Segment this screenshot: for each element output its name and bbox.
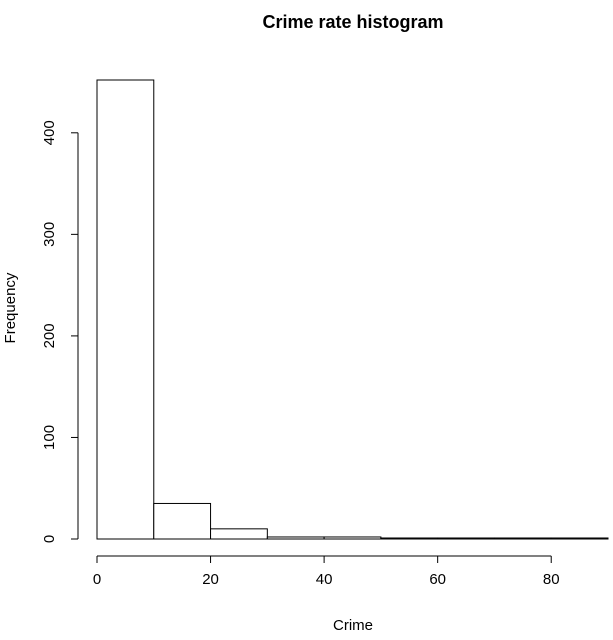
chart-title: Crime rate histogram <box>262 12 443 32</box>
x-axis: 0 20 40 60 80 <box>93 555 560 588</box>
y-axis: 0 100 200 300 400 <box>41 120 79 543</box>
histogram-bar-0 <box>96 79 155 540</box>
y-tick-label-300: 300 <box>41 222 58 247</box>
histogram-bar-2 <box>210 528 268 540</box>
y-tick-label-100: 100 <box>41 425 58 450</box>
y-tick-label-200: 200 <box>41 323 58 348</box>
histogram-bar-4 <box>323 536 382 540</box>
histogram-bar-3 <box>266 536 325 540</box>
x-tick-label-0: 0 <box>93 571 101 588</box>
histogram-bar-1 <box>153 502 212 540</box>
histogram-bar-7 <box>493 537 552 540</box>
histogram-bar-6 <box>437 537 495 540</box>
x-tick-label-20: 20 <box>202 571 219 588</box>
y-axis-label: Frequency <box>2 272 19 343</box>
x-tick-label-80: 80 <box>543 571 560 588</box>
histogram-bar-8 <box>550 537 609 540</box>
bars-group <box>96 79 609 540</box>
y-tick-label-400: 400 <box>41 120 58 145</box>
x-tick-label-60: 60 <box>429 571 446 588</box>
y-tick-label-0: 0 <box>41 535 58 543</box>
histogram-bar-5 <box>380 537 439 540</box>
x-tick-label-40: 40 <box>316 571 333 588</box>
x-axis-label: Crime <box>333 617 373 634</box>
